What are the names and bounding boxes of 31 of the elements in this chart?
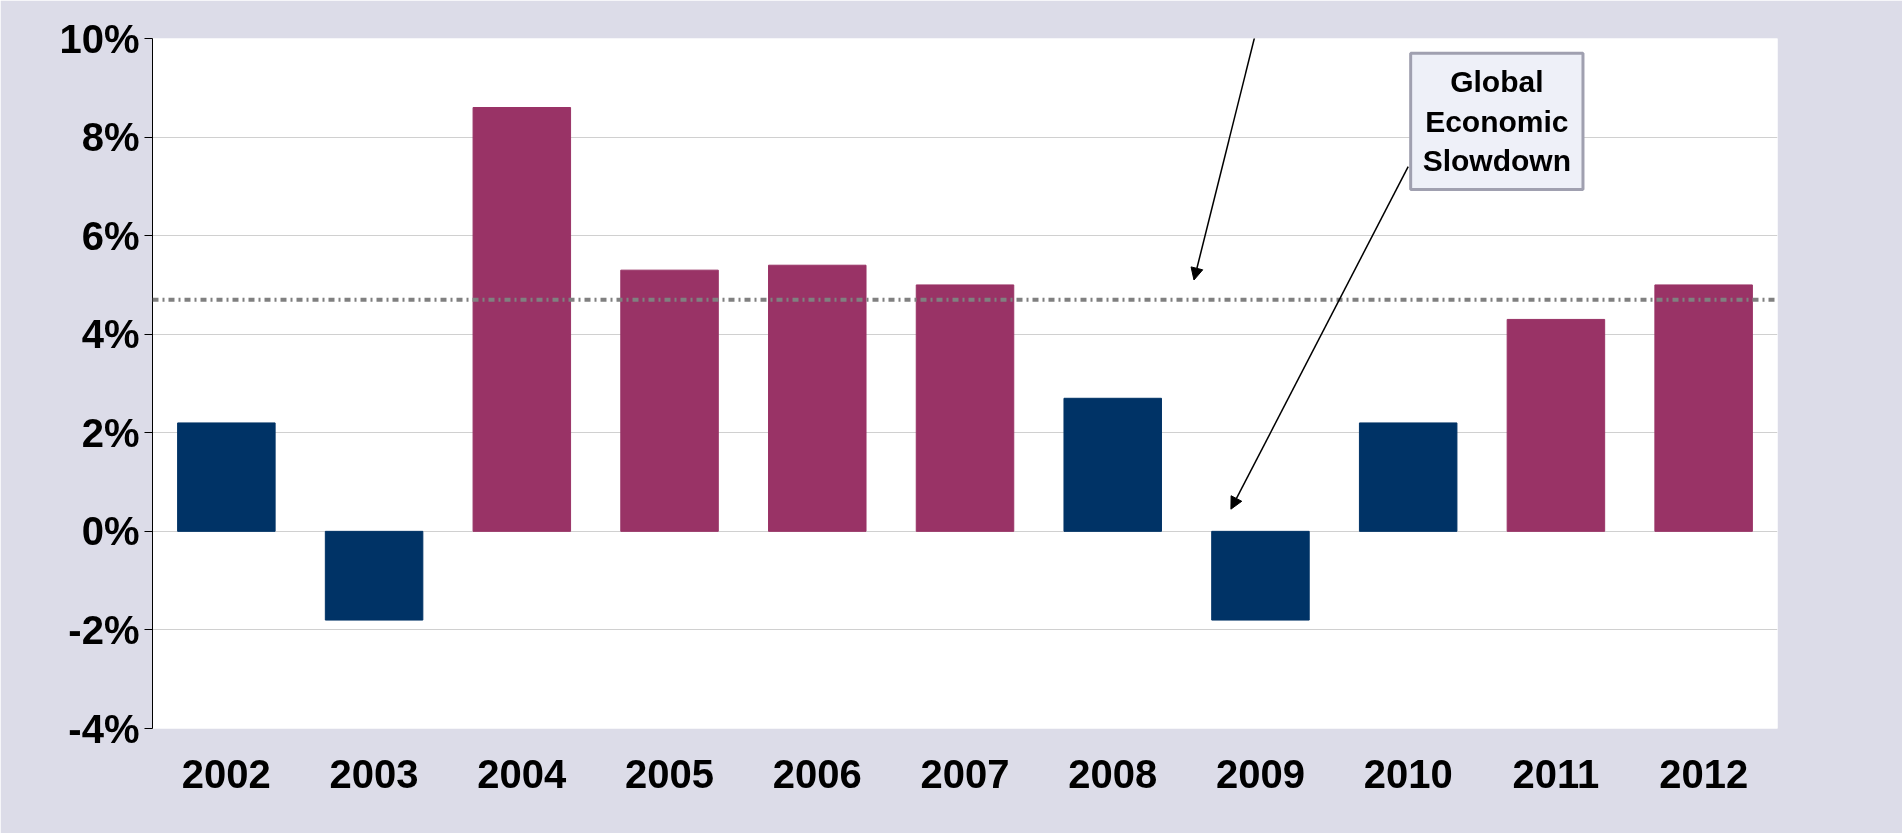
bar xyxy=(768,264,867,532)
y-tick-label: 8% xyxy=(81,115,140,160)
bar xyxy=(1063,397,1162,532)
y-tick-label: 4% xyxy=(81,312,140,357)
bar xyxy=(324,530,424,621)
y-tick-label: 2% xyxy=(81,410,140,455)
bar xyxy=(1211,530,1310,621)
x-tick-label: 2010 xyxy=(1363,751,1453,796)
bar xyxy=(1358,422,1458,532)
bar xyxy=(1506,318,1606,532)
x-tick-label: 2006 xyxy=(772,751,862,796)
x-tick-label: 2002 xyxy=(181,751,271,796)
y-tick-label: -2% xyxy=(68,607,140,652)
annotation: Global Economic Slowdown xyxy=(1422,65,1571,178)
x-tick-label: 2004 xyxy=(477,751,568,796)
x-tick-label: 2005 xyxy=(625,751,715,796)
bar xyxy=(472,107,572,532)
x-tick-label: 2009 xyxy=(1215,751,1305,796)
x-tick-label: 2012 xyxy=(1659,751,1749,796)
x-tick-label: 2007 xyxy=(920,751,1010,796)
y-tick-label: 6% xyxy=(81,213,140,258)
x-tick-label: 2003 xyxy=(329,751,419,796)
x-tick-label: 2008 xyxy=(1068,751,1158,796)
y-tick-label: 0% xyxy=(81,509,140,554)
bar xyxy=(177,422,276,532)
bar xyxy=(1654,284,1753,532)
y-tick-label: 10% xyxy=(59,16,140,61)
y-tick-label: -4% xyxy=(68,706,140,751)
x-tick-label: 2011 xyxy=(1512,751,1600,796)
bar xyxy=(915,284,1015,532)
bar xyxy=(620,269,719,532)
